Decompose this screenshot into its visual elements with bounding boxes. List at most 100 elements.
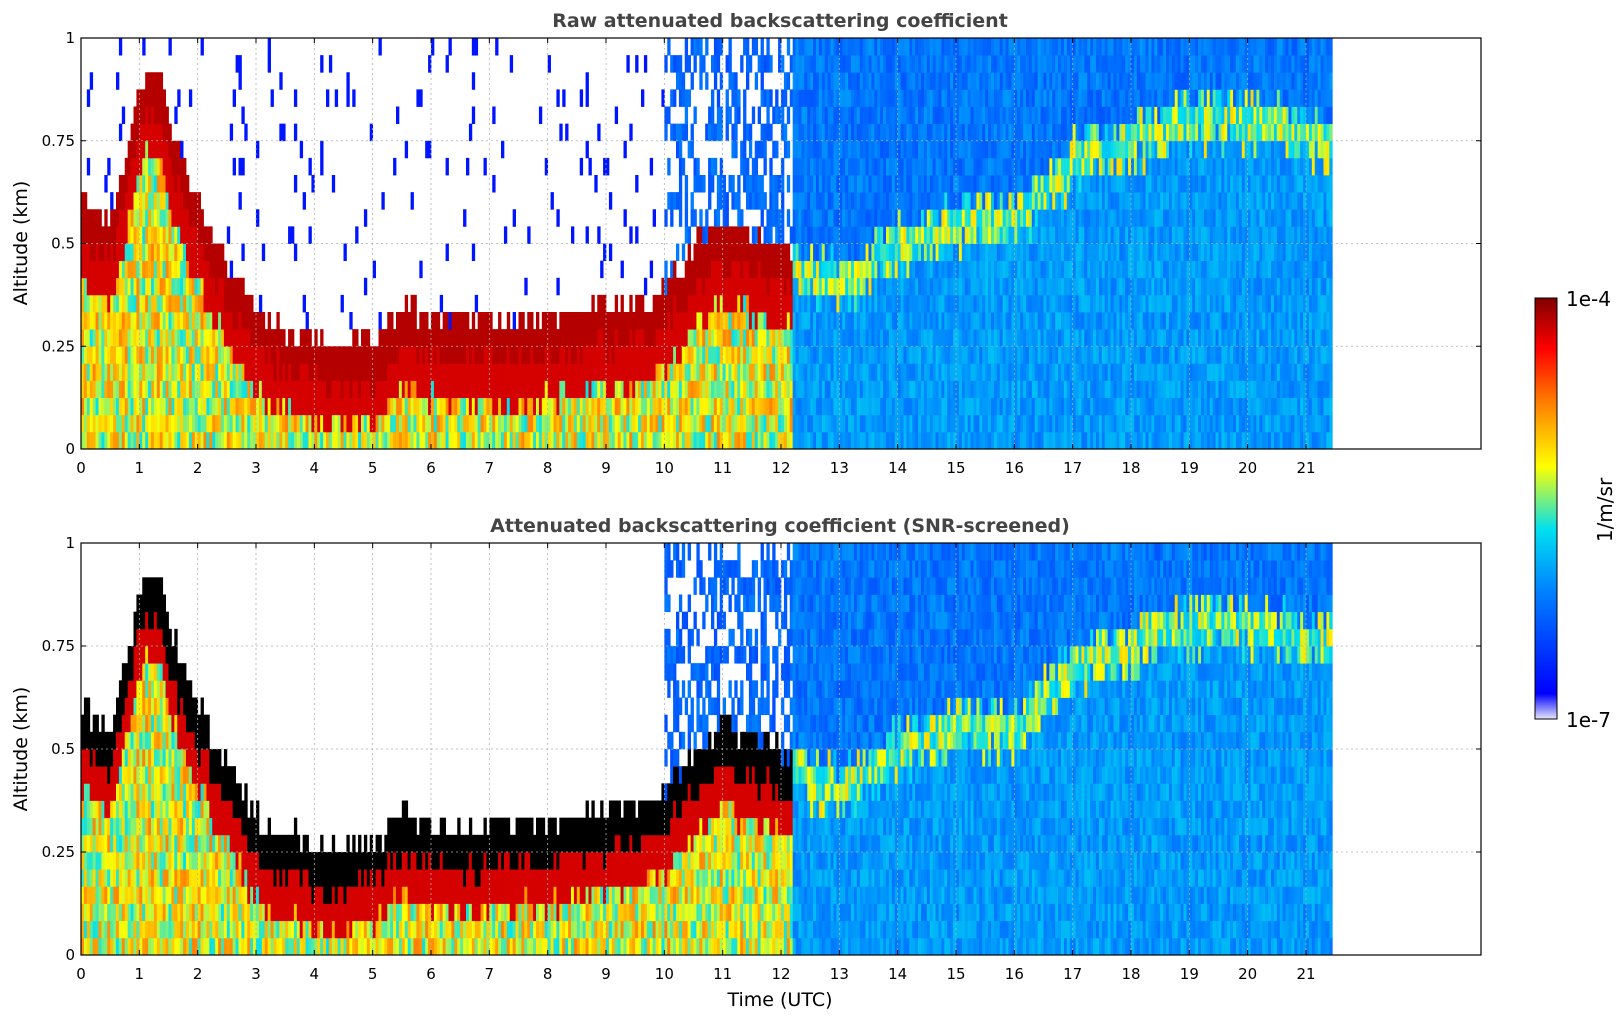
heatmap-cell (658, 431, 662, 450)
heatmap-cell (862, 89, 866, 107)
heatmap-cell (941, 38, 945, 56)
heatmap-cell (486, 312, 490, 330)
heatmap-cell (381, 346, 385, 364)
heatmap-cell (139, 414, 143, 433)
heatmap-cell (719, 123, 724, 142)
heatmap-cell (813, 329, 817, 347)
heatmap-cell (183, 192, 187, 210)
heatmap-cell (156, 431, 161, 450)
heatmap-cell (471, 380, 476, 399)
heatmap-cell (597, 431, 601, 450)
heatmap-cell (83, 260, 88, 279)
heatmap-cell (556, 380, 560, 399)
heatmap-cell (299, 414, 304, 433)
heatmap-cell (877, 277, 881, 296)
heatmap-cell (1020, 414, 1024, 433)
heatmap-cell (1005, 209, 1009, 227)
heatmap-cell (743, 414, 747, 433)
heatmap-cell (964, 157, 969, 176)
heatmap-cell (900, 226, 904, 244)
heatmap-cell (877, 192, 881, 210)
heatmap-cell (783, 260, 788, 279)
heatmap-cell (387, 346, 391, 364)
heatmap-cell (258, 431, 263, 450)
heatmap-cell (413, 294, 417, 313)
heatmap-cell (693, 209, 697, 227)
heatmap-cell (1040, 346, 1044, 364)
heatmap-cell (168, 226, 172, 244)
heatmap-cell (830, 38, 834, 56)
heatmap-cell (783, 431, 788, 450)
heatmap-cell (1002, 209, 1006, 227)
heatmap-cell (279, 431, 283, 450)
heatmap-cell (912, 397, 916, 416)
heatmap-cell (83, 226, 88, 244)
heatmap-cell (127, 414, 131, 433)
heatmap-cell (856, 277, 861, 296)
heatmap-cell (1011, 277, 1015, 296)
heatmap-cell (807, 363, 811, 381)
heatmap-cell (734, 140, 738, 159)
heatmap-cell (159, 140, 164, 159)
heatmap-cell (177, 192, 181, 210)
heatmap-cell (620, 312, 624, 330)
heatmap-cell (203, 294, 207, 313)
heatmap-cell (795, 123, 799, 142)
heatmap-cell (1005, 363, 1009, 381)
heatmap-cell (247, 294, 251, 313)
heatmap-cell (932, 243, 936, 262)
heatmap-cell (722, 346, 726, 364)
heatmap-cell (547, 329, 551, 347)
heatmap-cell (947, 175, 951, 193)
heatmap-cell (194, 363, 199, 381)
heatmap-cell (859, 414, 864, 433)
heatmap-cell (976, 123, 980, 142)
heatmap-cell (483, 397, 487, 416)
heatmap-cell (842, 431, 846, 450)
heatmap-cell (915, 431, 919, 450)
heatmap-cell (1028, 140, 1033, 159)
heatmap-cell (845, 380, 849, 399)
heatmap-cell (241, 294, 245, 313)
heatmap-cell (958, 192, 963, 210)
heatmap-cell (232, 414, 236, 433)
heatmap-cell (816, 89, 820, 107)
heatmap-cell (856, 140, 861, 159)
heatmap-cell (711, 175, 715, 193)
heatmap-cell (804, 380, 808, 399)
heatmap-cell (693, 175, 697, 193)
heatmap-cell (597, 226, 601, 244)
heatmap-cell (827, 260, 831, 279)
heatmap-cell (1028, 414, 1033, 433)
heatmap-cell (801, 260, 805, 279)
heatmap-cell (956, 260, 960, 279)
heatmap-cell (827, 431, 831, 450)
heatmap-cell (221, 397, 225, 416)
heatmap-cell (868, 294, 872, 313)
heatmap-cell (705, 363, 709, 381)
heatmap-cell (121, 414, 126, 433)
heatmap-cell (897, 329, 901, 347)
heatmap-cell (355, 226, 359, 244)
heatmap-cell (171, 209, 175, 227)
heatmap-cell (1005, 175, 1009, 193)
heatmap-cell (839, 277, 843, 296)
heatmap-cell (646, 346, 651, 364)
heatmap-cell (906, 157, 910, 176)
heatmap-cell (1008, 294, 1012, 313)
heatmap-cell (363, 329, 368, 347)
heatmap-cell (906, 89, 910, 107)
heatmap-cell (218, 312, 222, 330)
heatmap-cell (317, 414, 321, 433)
heatmap-cell (874, 123, 878, 142)
heatmap-cell (996, 294, 1001, 313)
heatmap-cell (646, 363, 651, 381)
heatmap-cell (661, 380, 665, 399)
heatmap-cell (991, 55, 995, 73)
heatmap-cell (670, 277, 674, 296)
heatmap-cell (116, 260, 120, 279)
heatmap-cell (1043, 209, 1047, 227)
heatmap-cell (238, 329, 242, 347)
heatmap-cell (165, 329, 169, 347)
heatmap-cell (970, 363, 974, 381)
